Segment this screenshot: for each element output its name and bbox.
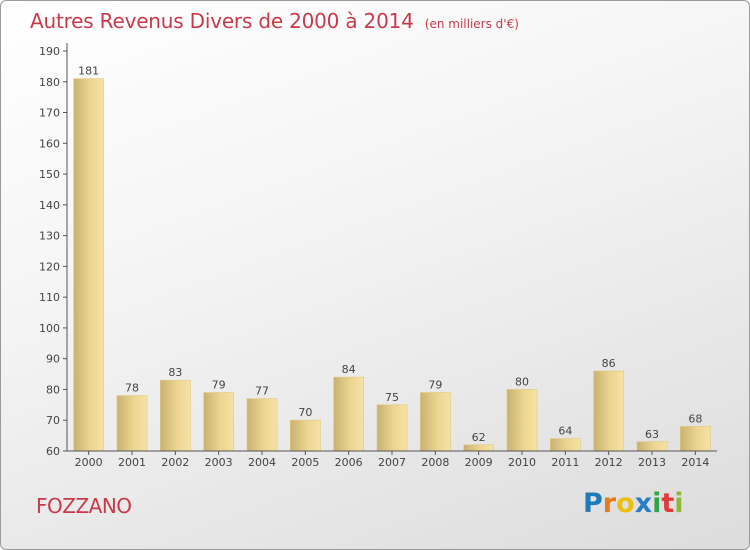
x-axis: 2000 2001 2002 2003 2004 2005 2006 2007 2008 2009… <box>67 450 717 469</box>
bar <box>203 392 234 452</box>
x-tick-label: 2006 <box>335 456 363 469</box>
bar-value-label: 79 <box>212 379 226 392</box>
bar-value-label: 83 <box>168 366 182 379</box>
bar <box>680 426 711 452</box>
x-tick-label: 2013 <box>638 456 666 469</box>
x-tick-label: 2003 <box>205 456 233 469</box>
logo-letter: r <box>602 488 617 519</box>
y-tick-label: 190 <box>39 45 60 58</box>
y-tick-label: 100 <box>39 322 60 335</box>
bar-value-label: 62 <box>472 431 486 444</box>
logo-letter: i <box>674 488 684 519</box>
bar-value-label: 80 <box>515 375 529 388</box>
bar <box>420 392 451 452</box>
y-tick-label: 70 <box>46 414 60 427</box>
logo-letter: x <box>634 488 653 519</box>
x-tick-label: 2000 <box>75 456 103 469</box>
x-tick-label: 2012 <box>595 456 623 469</box>
logo-letter: t <box>661 488 675 519</box>
x-tick-label: 2011 <box>551 456 579 469</box>
chart-title: Autres Revenus Divers de 2000 à 2014 <box>30 9 414 33</box>
y-tick-label: 160 <box>39 137 60 150</box>
x-tick-label: 2002 <box>161 456 189 469</box>
y-tick-label: 130 <box>39 230 60 243</box>
x-tick-label: 2001 <box>118 456 146 469</box>
bar <box>463 444 494 452</box>
commune-name: FOZZANO <box>36 494 132 518</box>
x-tick-label: 2007 <box>378 456 406 469</box>
bar <box>290 419 321 452</box>
bar <box>73 78 104 452</box>
bar-value-label: 86 <box>602 357 616 370</box>
bar <box>506 389 538 452</box>
x-tick-label: 2005 <box>291 456 319 469</box>
bar <box>116 395 148 452</box>
bar <box>593 370 624 452</box>
bar-value-label: 84 <box>342 363 356 376</box>
logo-letter: i <box>652 488 662 519</box>
bar-value-label: 68 <box>688 412 702 425</box>
bar <box>550 438 581 452</box>
y-axis: 60 70 80 90 100 110 120 130 140 150 160 170 180 190 <box>39 43 68 458</box>
x-tick-label: 2009 <box>465 456 493 469</box>
chart-subtitle: (en milliers d'€) <box>424 17 519 31</box>
bar-value-label: 64 <box>558 425 572 438</box>
bar-value-label: 63 <box>645 428 659 441</box>
x-tick-label: 2014 <box>681 456 709 469</box>
x-tick-label: 2008 <box>421 456 449 469</box>
y-tick-label: 60 <box>46 445 60 458</box>
y-tick-label: 120 <box>39 260 60 273</box>
bars: 181 78 83 79 77 70 84 75 79 62 80 64 86 63 68 <box>73 65 711 452</box>
bar-value-label: 79 <box>428 379 442 392</box>
x-tick-label: 2010 <box>508 456 536 469</box>
proxiti-logo: Proxiti <box>583 488 684 519</box>
title-area: Autres Revenus Divers de 2000 à 2014 (en… <box>30 9 519 33</box>
y-tick-label: 110 <box>39 291 60 304</box>
bar-value-label: 70 <box>298 406 312 419</box>
bar <box>636 441 668 452</box>
bar-value-label: 78 <box>125 382 139 395</box>
bar <box>376 404 408 452</box>
y-tick-label: 90 <box>46 353 60 366</box>
logo-letter: o <box>616 488 635 519</box>
x-tick-label: 2004 <box>248 456 276 469</box>
y-tick-label: 150 <box>39 168 60 181</box>
logo-letter: P <box>583 488 603 519</box>
bar <box>160 379 191 452</box>
bar-value-label: 181 <box>78 65 99 78</box>
bar-value-label: 75 <box>385 391 399 404</box>
y-tick-label: 140 <box>39 199 60 212</box>
y-tick-label: 180 <box>39 76 60 89</box>
bar-value-label: 77 <box>255 385 269 398</box>
bar <box>333 376 364 452</box>
bar <box>246 398 278 452</box>
y-tick-label: 80 <box>46 383 60 396</box>
y-tick-label: 170 <box>39 107 60 120</box>
